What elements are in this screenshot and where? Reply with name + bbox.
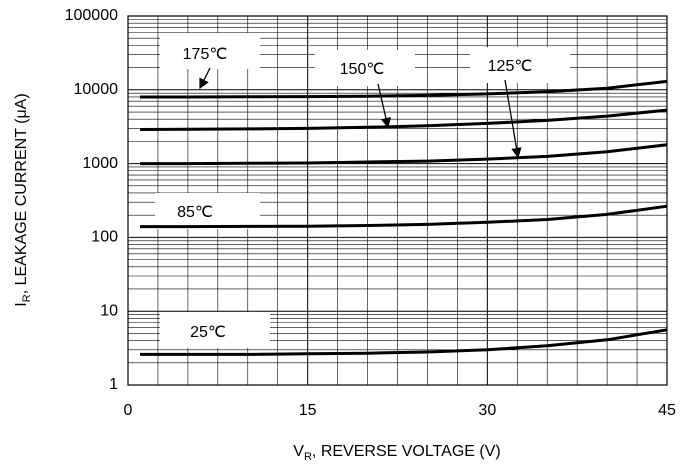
y-label-main: I — [13, 302, 30, 306]
plot-frame — [127, 15, 668, 386]
y-tick-label: 10000 — [74, 81, 119, 98]
series-label: 25℃ — [190, 324, 226, 341]
y-label-rest: , LEAKAGE CURRENT (μA) — [13, 93, 30, 294]
x-tick-label: 0 — [124, 402, 133, 419]
x-tick-label: 30 — [478, 402, 496, 419]
label-box — [470, 47, 570, 83]
y-tick-label: 1 — [109, 376, 118, 393]
series-label: 125℃ — [488, 58, 533, 75]
y-tick-label: 100000 — [65, 7, 118, 24]
y-label-sub: R — [21, 294, 33, 302]
x-label-rest: , REVERSE VOLTAGE (V) — [312, 443, 501, 460]
series-label: 175℃ — [183, 46, 228, 63]
label-arrow — [377, 83, 392, 129]
x-label-main: V — [293, 443, 304, 460]
series-line — [140, 328, 668, 356]
label-box — [160, 312, 270, 348]
series-line — [140, 143, 668, 166]
series-line — [140, 204, 668, 229]
y-axis-label: IR, LEAKAGE CURRENT (μA) — [13, 93, 33, 306]
series-line — [139, 108, 668, 131]
label-box — [315, 50, 415, 86]
x-label-sub: R — [304, 451, 312, 463]
series-label: 85℃ — [177, 204, 213, 221]
series-label: 150℃ — [340, 61, 385, 78]
y-tick-label: 100 — [91, 229, 118, 246]
series-line — [140, 79, 668, 99]
x-tick-label: 15 — [299, 402, 317, 419]
label-box — [155, 193, 260, 229]
x-axis-label: VR, REVERSE VOLTAGE (V) — [293, 443, 500, 463]
label-arrow — [199, 67, 211, 90]
label-box — [160, 33, 260, 69]
x-tick-label: 45 — [658, 402, 676, 419]
y-tick-label: 10 — [100, 302, 118, 319]
y-tick-label: 1000 — [82, 155, 118, 172]
